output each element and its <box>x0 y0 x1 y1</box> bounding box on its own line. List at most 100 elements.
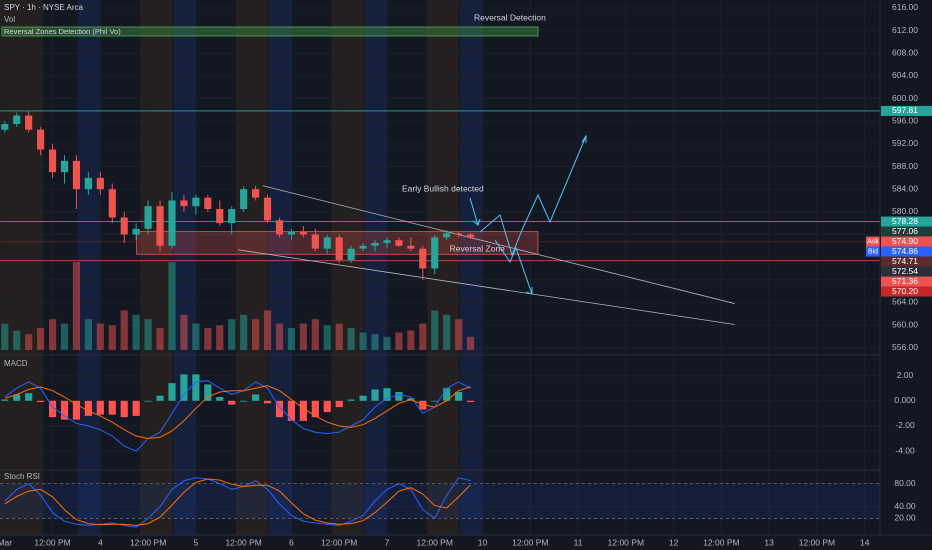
x-tick-label: 12:00 PM <box>703 537 739 547</box>
series-line <box>4 477 471 528</box>
histogram-bar <box>25 393 33 401</box>
arrow-head <box>472 218 481 226</box>
volume-bar <box>335 323 343 350</box>
y-tick-label: 584.00 <box>892 183 918 193</box>
premarket-band <box>0 0 43 535</box>
histogram-bar <box>192 374 200 401</box>
y-tick-label: 560.00 <box>892 319 918 329</box>
candle-body <box>443 233 451 238</box>
candle-body <box>419 248 427 269</box>
histogram-bar <box>84 400 92 416</box>
afterhours-band <box>459 0 483 535</box>
volume-bar <box>287 328 296 350</box>
price-tag <box>881 105 932 116</box>
volume-bar <box>96 323 104 350</box>
price-tag <box>881 246 932 257</box>
histogram-bar <box>443 388 451 401</box>
afterhours-band <box>173 0 196 535</box>
candle-body <box>323 237 331 249</box>
histogram-bar <box>466 400 475 403</box>
x-tick-label: 10 <box>478 537 488 547</box>
band <box>0 483 880 519</box>
volume-bar <box>407 330 415 350</box>
y-tick-label: 608.00 <box>892 47 918 57</box>
candle-body <box>383 240 391 243</box>
x-tick-label: 4 <box>98 537 103 547</box>
histogram-bar <box>455 391 463 401</box>
projection-arrows <box>469 134 587 295</box>
candle-body <box>252 189 260 198</box>
price-tag <box>881 226 932 237</box>
y-tick-label: 0.000 <box>894 395 916 405</box>
histogram-bar <box>180 374 188 401</box>
premarket-band <box>140 0 173 535</box>
volume-bar <box>466 336 475 350</box>
candle-body <box>1 124 9 130</box>
volume-bar <box>240 314 248 350</box>
volume-bar <box>120 310 128 350</box>
y-tick-label: 600.00 <box>892 93 918 103</box>
x-tick-label: 12:00 PM <box>225 537 261 547</box>
volume-bar <box>1 323 9 350</box>
candle-body <box>168 200 176 246</box>
y-tick-label: 20.00 <box>894 513 916 523</box>
price-tag <box>881 216 932 227</box>
price-tag <box>881 236 932 247</box>
afterhours-band <box>77 0 101 535</box>
price-tag-label: 597.81 <box>892 105 918 115</box>
histogram-bar <box>299 400 307 421</box>
histogram-bar <box>240 400 248 402</box>
candle-body <box>335 237 343 260</box>
candle-body <box>48 149 57 173</box>
volume-bar <box>323 325 331 350</box>
candle-body <box>25 115 33 130</box>
y-tick-label: 612.00 <box>892 25 918 35</box>
histogram-bar <box>37 400 45 403</box>
histogram-bar <box>120 400 128 418</box>
volume-bar <box>359 332 367 350</box>
candle-body <box>108 189 116 218</box>
candle-body <box>240 189 248 209</box>
x-tick-label: 12:00 PM <box>799 537 835 547</box>
premarket-band <box>235 0 268 535</box>
volume-bar <box>395 332 403 350</box>
volume-bar <box>156 328 164 350</box>
histogram-bar <box>1 399 9 401</box>
y-tick-label: -2.00 <box>895 420 915 430</box>
candle-body <box>192 197 200 207</box>
volume-bar <box>443 314 451 350</box>
price-tag-label: 574.86 <box>892 246 918 256</box>
histogram-bar <box>263 400 272 404</box>
histogram-bar <box>96 400 104 415</box>
histogram-bar <box>323 400 331 413</box>
y-tick-label: 616.00 <box>892 2 918 12</box>
histogram-bar <box>48 400 57 418</box>
histogram-bar <box>371 389 379 401</box>
candle-body <box>395 240 403 246</box>
histogram-bar <box>72 400 81 420</box>
arrow-head <box>581 134 587 143</box>
histogram-bar <box>13 394 21 401</box>
x-tick-label: 12 <box>669 537 679 547</box>
volume-bar <box>132 314 140 350</box>
candle-body <box>407 245 415 249</box>
candle-body <box>72 160 81 190</box>
histogram-bar <box>108 400 116 415</box>
volume-bar <box>13 330 21 350</box>
histogram-bar <box>204 384 212 401</box>
price-tag <box>881 286 932 297</box>
histogram-bar <box>168 383 176 401</box>
histogram-bar <box>419 400 427 410</box>
panel-title: MACD <box>4 359 28 368</box>
histogram-bar <box>216 397 224 401</box>
candle-body <box>60 160 69 173</box>
afterhours-band <box>268 0 292 535</box>
histogram-bar <box>252 394 260 401</box>
candle-body <box>371 242 379 246</box>
candle-body <box>275 220 284 235</box>
series-line <box>4 385 471 440</box>
symbol: SPY · 1h · NYSE Arca <box>4 3 84 12</box>
volume-bar <box>84 319 92 350</box>
